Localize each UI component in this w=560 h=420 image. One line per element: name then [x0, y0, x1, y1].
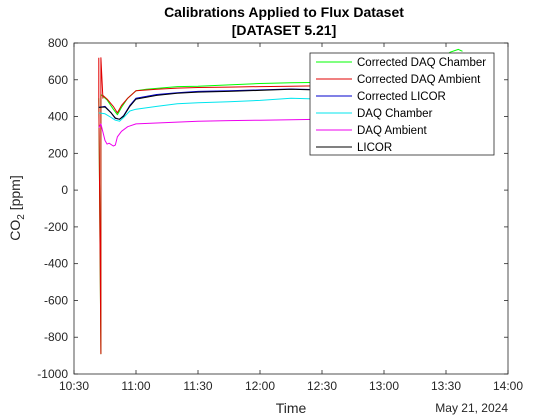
x-axis-label: Time — [276, 400, 307, 416]
date-label: May 21, 2024 — [435, 401, 508, 415]
plot-frame — [73, 42, 509, 375]
y-tick-label: -400 — [44, 257, 68, 271]
y-tick-label: -1000 — [37, 367, 68, 381]
x-tick-label: 14:00 — [493, 379, 523, 393]
y-axis-label: CO2 [ppm] — [7, 175, 27, 240]
legend-box — [309, 52, 495, 156]
y-tick-label: -800 — [44, 330, 68, 344]
y-tick-label: -600 — [44, 293, 68, 307]
x-tick-label: 11:00 — [121, 379, 150, 393]
x-tick-label: 13:30 — [431, 379, 461, 393]
x-tick-label: 10:30 — [59, 379, 89, 393]
y-axis-label-unit: [ppm] — [7, 175, 23, 214]
legend-items: Corrected DAQ Chamber Corrected DAQ Ambie… — [316, 57, 486, 154]
legend-label-daq-chamber: DAQ Chamber — [357, 108, 433, 120]
x-tick-label: 13:00 — [369, 379, 399, 393]
legend-label-corrected-licor: Corrected LICOR — [357, 91, 446, 103]
ticks-layer: 10:30 11:00 11:30 12:00 12:30 13:00 13:30 14:00… — [37, 36, 523, 393]
y-tick-label: 200 — [48, 146, 68, 160]
x-tick-label: 12:00 — [245, 379, 275, 393]
y-axis-label-main: CO — [7, 220, 23, 241]
y-tick-label: 400 — [48, 110, 68, 124]
legend-label-licor: LICOR — [357, 142, 392, 154]
y-axis-label-subscript: 2 — [16, 214, 27, 220]
y-tick-label: 600 — [48, 73, 68, 87]
chart-title: Calibrations Applied to Flux Dataset — [164, 4, 404, 20]
y-tick-label: 800 — [48, 36, 68, 50]
legend-label-corrected-daq-ambient: Corrected DAQ Ambient — [357, 74, 481, 86]
x-tick-label: 12:30 — [307, 379, 337, 393]
legend: Corrected DAQ Chamber Corrected DAQ Ambie… — [309, 52, 495, 156]
chart-subtitle: [DATASET 5.21] — [232, 22, 337, 38]
y-tick-label: -200 — [44, 220, 68, 234]
legend-label-daq-ambient: DAQ Ambient — [357, 125, 427, 137]
legend-label-corrected-daq-chamber: Corrected DAQ Chamber — [357, 57, 486, 69]
x-tick-label: 11:30 — [183, 379, 212, 393]
y-tick-label: 0 — [61, 183, 68, 197]
